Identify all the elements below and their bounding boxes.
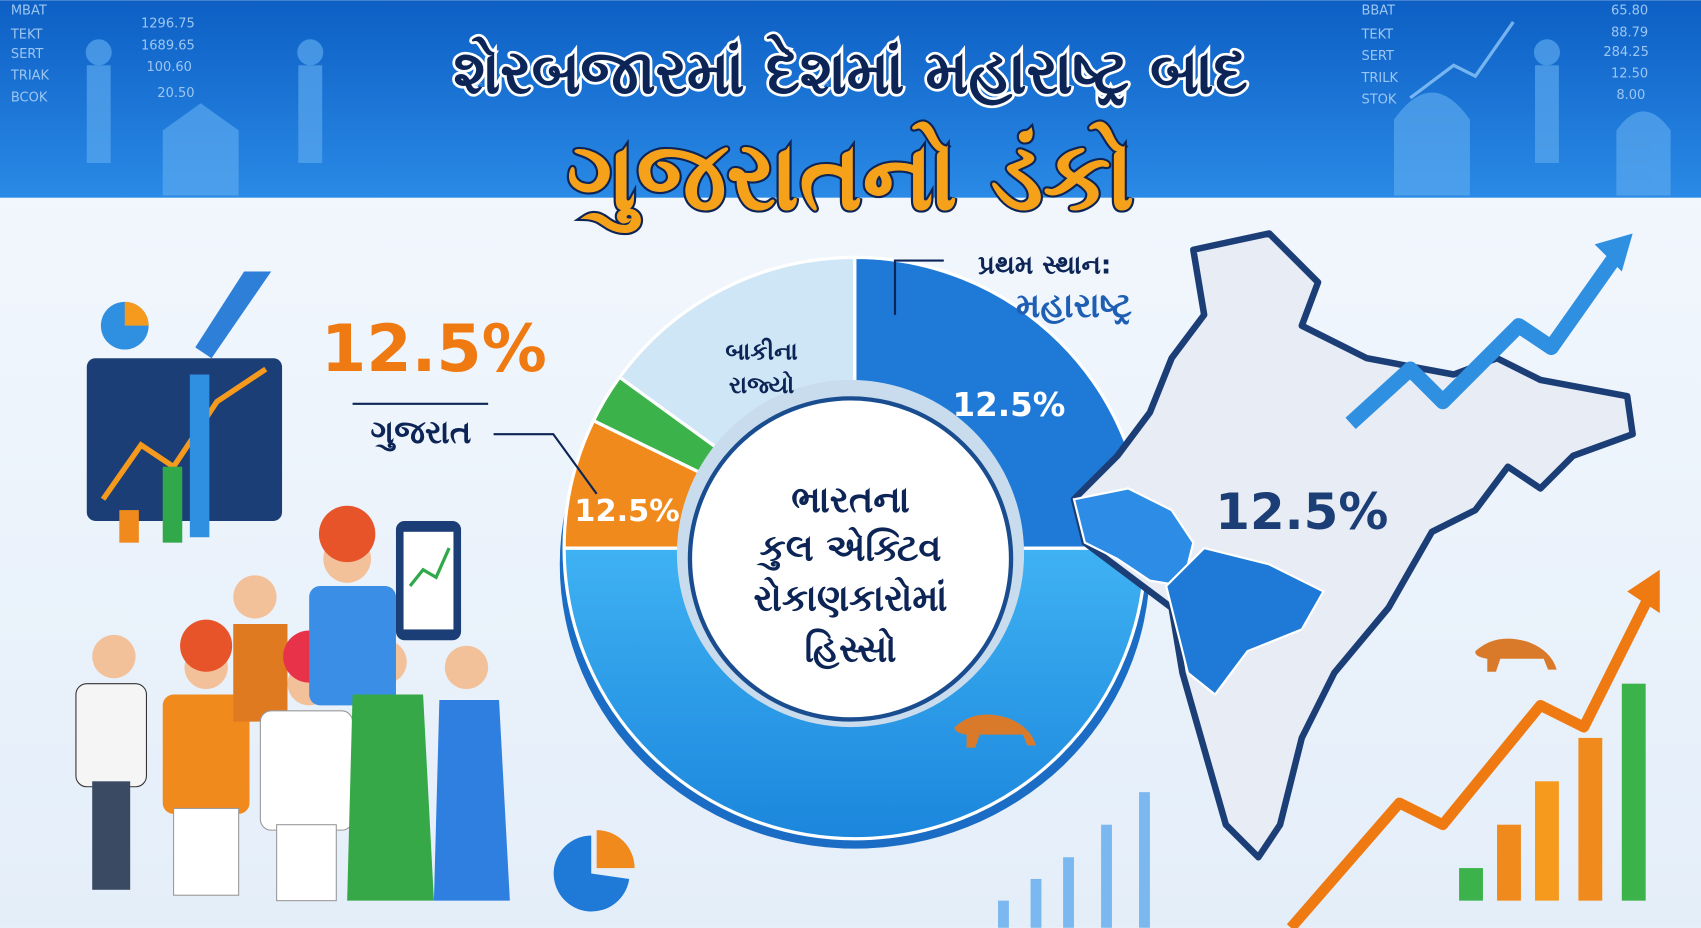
center-text: રોકાણકારોમાં bbox=[754, 576, 948, 620]
ticker-name: TEKT bbox=[10, 27, 43, 42]
ticker-price: 88.79 bbox=[1611, 25, 1648, 40]
header-decoration bbox=[85, 21, 1671, 196]
leader-line bbox=[893, 259, 944, 315]
ticker-price: 65.80 bbox=[1611, 4, 1648, 19]
segment-label: 12.5% bbox=[574, 494, 679, 529]
center-text: હિસ્સો bbox=[805, 627, 897, 671]
ticker-price: 1689.65 bbox=[141, 38, 195, 53]
center-text: કુલ એક્ટિવ bbox=[756, 526, 941, 571]
ticker-price: 284.25 bbox=[1603, 45, 1649, 60]
ticker-name: SERT bbox=[1361, 49, 1394, 64]
ticker-price: 1296.75 bbox=[141, 17, 195, 32]
ticker-price: 100.60 bbox=[146, 60, 191, 75]
ticker-name: TRIAK bbox=[10, 69, 50, 84]
left-illustration bbox=[75, 271, 510, 902]
segment-label: 12.5% bbox=[952, 386, 1065, 424]
title-line-2: ગુજરાતનો ડંકો bbox=[567, 120, 1135, 233]
donut-center bbox=[687, 396, 1014, 722]
ticker-price: 12.50 bbox=[1611, 67, 1648, 82]
segment-label: રાજ્યો bbox=[729, 370, 794, 399]
ticker-price: 20.50 bbox=[157, 86, 194, 101]
leader-line bbox=[493, 433, 598, 495]
ticker-left: MBAT TEKT SERT TRIAK BCOK 1296.75 1689.6… bbox=[10, 4, 195, 106]
ticker-name: BCOK bbox=[11, 90, 48, 105]
ticker-name: SERT bbox=[11, 47, 44, 62]
bear-icon bbox=[954, 714, 1037, 748]
title-line-1: શેરબજારમાં દેશમાં મહારાષ્ટ્ર બાદ bbox=[453, 34, 1247, 108]
segment-label: બાકીના bbox=[725, 337, 797, 365]
ticker-name: MBAT bbox=[11, 4, 47, 19]
ticker-name: STOK bbox=[1361, 93, 1396, 108]
center-text: ભારતના bbox=[791, 478, 910, 521]
ticker-price: 8.00 bbox=[1616, 88, 1645, 103]
right-decoration bbox=[553, 233, 1660, 928]
ticker-name: TRILK bbox=[1360, 71, 1398, 86]
ticker-right: BBAT TEKT SERT TRILK STOK 65.80 88.79 28… bbox=[1360, 4, 1648, 108]
map-value: 12.5% bbox=[1215, 483, 1388, 541]
ticker-name: BBAT bbox=[1361, 4, 1395, 19]
gujarat-value: 12.5% bbox=[321, 312, 547, 387]
ticker-name: TEKT bbox=[1360, 27, 1393, 42]
india-map: 12.5% bbox=[1070, 230, 1636, 861]
gujarat-label: ગુજરાત bbox=[370, 413, 471, 451]
first-place-label: પ્રથમ સ્થાન: bbox=[978, 251, 1111, 281]
first-place-state: મહારાષ્ટ્ર bbox=[1016, 286, 1132, 326]
donut-chart: 12.5% 12.5% બાકીના રાજ્યો ભારતના કુલ એક્… bbox=[559, 255, 1150, 849]
